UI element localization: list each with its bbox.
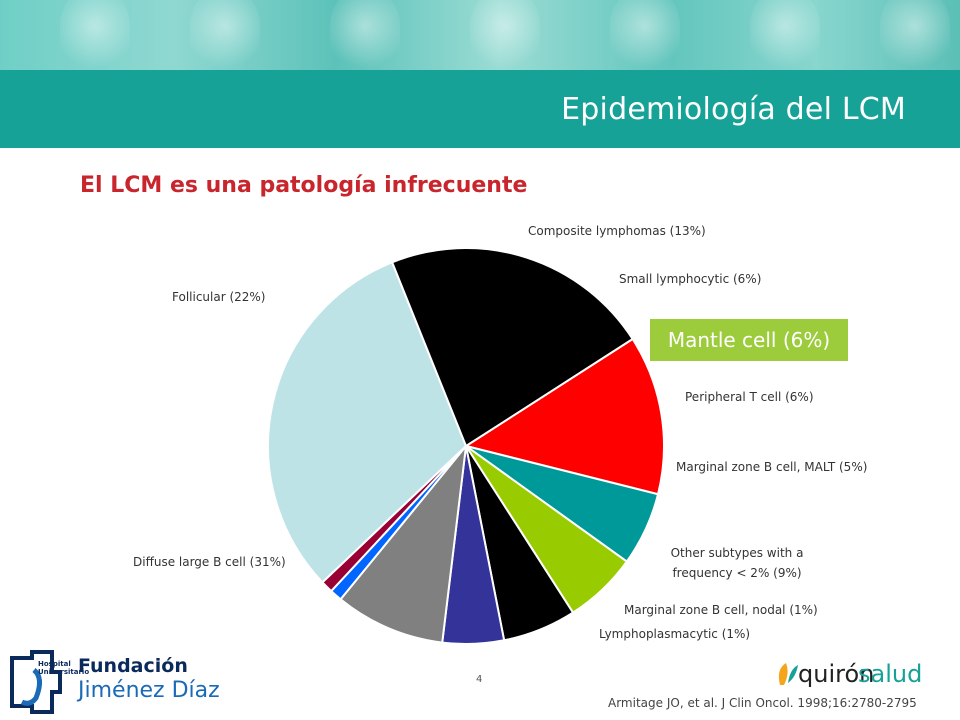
quironsalud-logo-text-1: quirón [798, 660, 875, 688]
slide-title: Epidemiología del LCM [561, 92, 906, 127]
fundacion-jimenez-diaz-logo [10, 650, 62, 714]
quironsalud-logo-mark [778, 663, 798, 685]
label-peripheral-t-cell: Peripheral T cell (6%) [685, 390, 814, 404]
quironsalud-logo-text-2: salud [858, 660, 923, 688]
label-marginal-zone-nodal: Marginal zone B cell, nodal (1%) [624, 603, 818, 617]
title-band [0, 70, 960, 148]
label-composite-lymphomas: Composite lymphomas (13%) [528, 224, 706, 238]
fjd-logo-small-text: Hospital Universitario [38, 660, 90, 676]
label-lymphoplasmacytic: Lymphoplasmacytic (1%) [599, 627, 751, 641]
slide-subtitle: El LCM es una patología infrecuente [80, 173, 528, 198]
pie-slice-9 [390, 247, 634, 448]
fjd-logo-name-line2: Jiménez Díaz [78, 678, 220, 703]
pie-slice-5 [339, 442, 468, 644]
pie-slice-0 [463, 337, 665, 496]
label-diffuse-large-b-cell: Diffuse large B cell (31%) [133, 555, 286, 569]
citation: Armitage JO, et al. J Clin Oncol. 1998;1… [608, 696, 917, 710]
label-other-subtypes: Other subtypes with a frequency < 2% (9%… [670, 546, 804, 580]
pie-slice-8 [267, 260, 468, 584]
label-follicular: Follicular (22%) [172, 290, 266, 304]
label-marginal-zone-malt: Marginal zone B cell, MALT (5%) [676, 460, 868, 474]
fjd-logo-name-line1: Fundación [78, 655, 188, 677]
label-small-lymphocytic: Small lymphocytic (6%) [619, 272, 762, 286]
page-number: 4 [476, 674, 483, 685]
header-photo-strip [0, 0, 960, 70]
mantle-cell-highlight: Mantle cell (6%) [650, 319, 848, 361]
